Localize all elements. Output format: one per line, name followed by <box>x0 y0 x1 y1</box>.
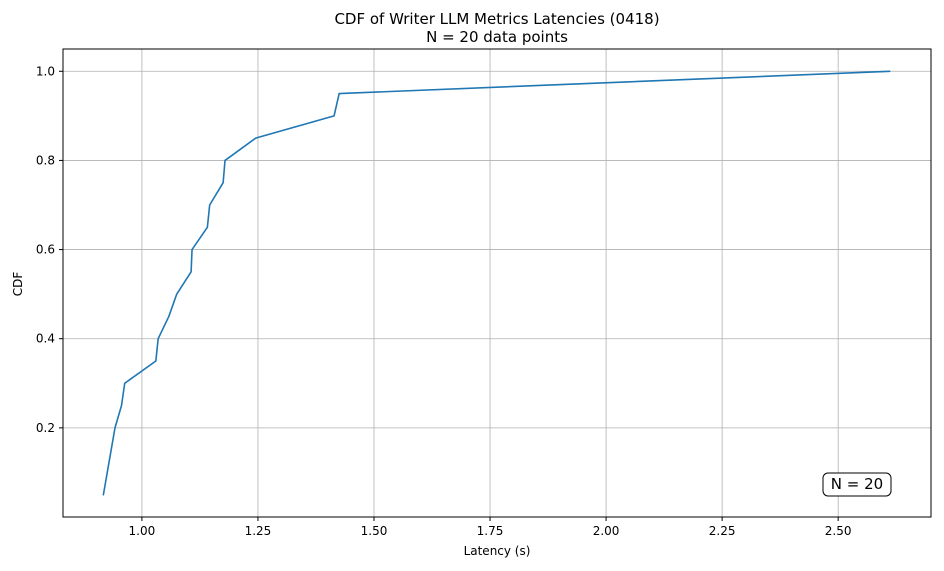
x-tick-label: 1.00 <box>129 524 156 538</box>
axes: 1.00 1.25 1.50 1.75 2.00 2.25 2.50 0.2 0.4 0.6 0.8… <box>36 48 932 538</box>
plot-frame <box>62 48 932 518</box>
x-tick-label: 2.25 <box>709 524 736 538</box>
sample-count-annotation: N = 20 <box>822 472 892 497</box>
x-tick-label: 2.00 <box>593 524 620 538</box>
chart-title: CDF of Writer LLM Metrics Latencies (041… <box>334 10 659 28</box>
x-axis-label: Latency (s) <box>464 544 531 558</box>
x-tick-label: 2.50 <box>825 524 852 538</box>
cdf-series-line <box>102 70 891 496</box>
y-tick-label: 0.4 <box>36 332 55 346</box>
y-tick-label: 0.6 <box>36 243 55 257</box>
y-tick-label: 0.2 <box>36 421 55 435</box>
y-tick-label: 1.0 <box>36 64 55 78</box>
annotation-text: N = 20 <box>831 475 883 493</box>
annotation-box <box>822 472 892 497</box>
x-tick-label: 1.25 <box>245 524 272 538</box>
y-tick-label: 0.8 <box>36 153 55 167</box>
chart-subtitle: N = 20 data points <box>426 28 568 46</box>
grid-lines <box>63 49 931 517</box>
y-axis-label: CDF <box>11 272 25 297</box>
x-tick-label: 1.50 <box>361 524 388 538</box>
x-tick-label: 1.75 <box>477 524 504 538</box>
data-series <box>102 70 891 496</box>
